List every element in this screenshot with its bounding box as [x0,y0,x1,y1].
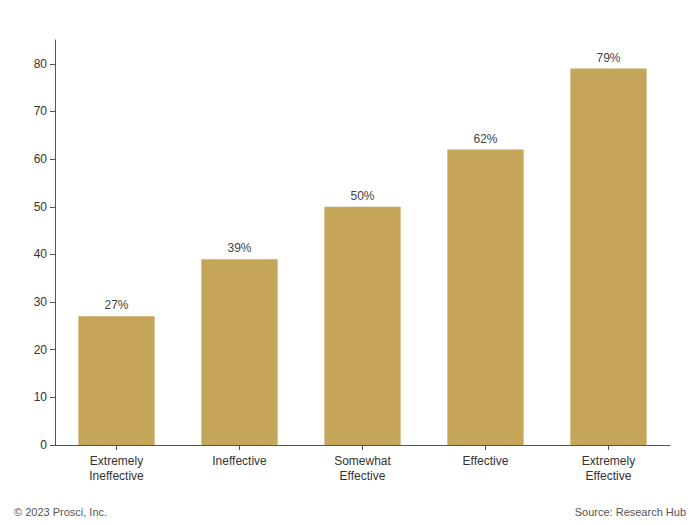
svg-text:Effective: Effective [340,469,386,483]
svg-text:50%: 50% [350,189,374,203]
svg-text:Ineffective: Ineffective [89,469,144,483]
svg-text:70: 70 [34,104,48,118]
svg-text:Extremely: Extremely [90,454,143,468]
svg-text:39%: 39% [227,241,251,255]
svg-text:Source: Research Hub: Source: Research Hub [575,506,686,518]
svg-text:40: 40 [34,247,48,261]
svg-text:Effective: Effective [463,454,509,468]
svg-text:80: 80 [34,57,48,71]
svg-text:Ineffective: Ineffective [212,454,267,468]
svg-text:20: 20 [34,343,48,357]
svg-text:Effective: Effective [586,469,632,483]
svg-text:50: 50 [34,200,48,214]
svg-text:60: 60 [34,152,48,166]
svg-text:Somewhat: Somewhat [334,454,391,468]
svg-text:62%: 62% [473,132,497,146]
svg-text:0: 0 [40,438,47,452]
svg-text:10: 10 [34,390,48,404]
svg-text:© 2023 Prosci, Inc.: © 2023 Prosci, Inc. [14,506,107,518]
svg-text:27%: 27% [104,298,128,312]
svg-text:Extremely: Extremely [582,454,635,468]
svg-text:79%: 79% [596,51,620,65]
svg-text:30: 30 [34,295,48,309]
